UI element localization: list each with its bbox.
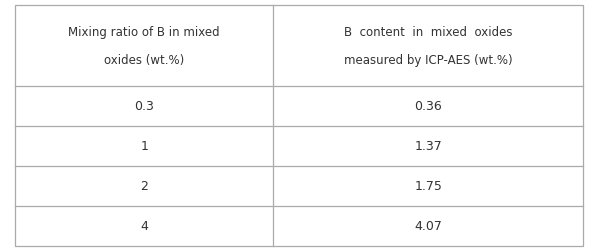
Text: 0.3: 0.3 — [135, 100, 154, 113]
Text: 1: 1 — [141, 140, 148, 153]
Text: 4: 4 — [141, 219, 148, 232]
Text: 0.36: 0.36 — [414, 100, 442, 113]
Text: B  content  in  mixed  oxides: B content in mixed oxides — [344, 26, 512, 39]
Text: oxides (wt.%): oxides (wt.%) — [104, 54, 184, 67]
Text: 1.37: 1.37 — [414, 140, 442, 153]
Text: 4.07: 4.07 — [414, 219, 442, 232]
Text: 1.75: 1.75 — [414, 179, 442, 193]
Text: measured by ICP-AES (wt.%): measured by ICP-AES (wt.%) — [344, 54, 512, 67]
Text: Mixing ratio of B in mixed: Mixing ratio of B in mixed — [68, 26, 220, 39]
Text: 2: 2 — [141, 179, 148, 193]
